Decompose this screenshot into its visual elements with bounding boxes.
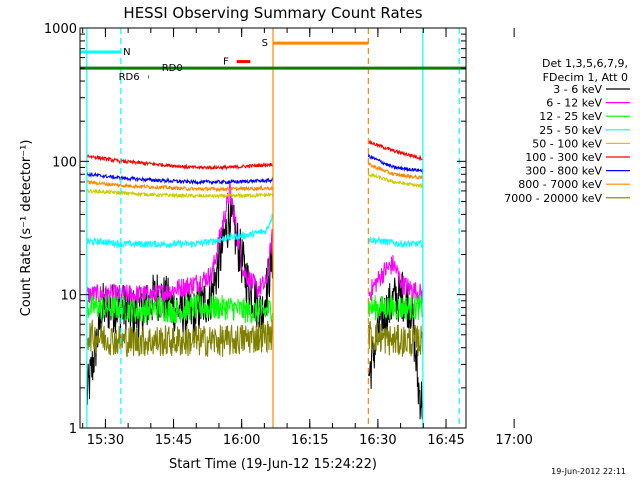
series-line-50-100-kev-2 <box>367 172 424 190</box>
series-6-12-kev <box>86 181 424 305</box>
series-25-50-kev <box>86 213 424 249</box>
x-tick-label: 15:30 <box>87 433 124 448</box>
legend-label-7000-20000-kev: 7000 - 20000 keV <box>504 192 602 205</box>
series-line-100-300-kev-1 <box>86 154 274 172</box>
overlay-layer: N S F RD6 RD0 <box>80 28 466 428</box>
legend-label-100-300-kev: 100 - 300 keV <box>525 151 602 164</box>
series-line-6-12-kev-2 <box>367 254 424 303</box>
flag-label-rd6: RD6 <box>119 72 140 83</box>
flag-label-s: S <box>262 38 268 49</box>
series-line-7000-20000-kev-1 <box>86 319 274 358</box>
y-tick-label: 100 <box>52 155 77 170</box>
series-line-6-12-kev-1 <box>86 181 274 305</box>
y-axis: 1 10 100 1000 <box>44 22 466 437</box>
legend-header-line: FDecim 1, Att 0 <box>543 71 628 84</box>
legend-label-25-50-kev: 25 - 50 keV <box>539 124 602 137</box>
y-axis-label: Count Rate (s⁻¹ detector⁻¹) <box>19 140 34 317</box>
x-axis-label: Start Time (19-Jun-12 15:24:22) <box>169 457 377 472</box>
legend-label-50-100-kev: 50 - 100 keV <box>532 137 602 150</box>
x-tick-label: 16:45 <box>427 433 464 448</box>
legend-label-3-6-kev: 3 - 6 keV <box>553 83 602 96</box>
legend-label-300-800-kev: 300 - 800 keV <box>525 165 602 178</box>
series-300-800-kev <box>86 153 424 186</box>
series-layer <box>86 139 424 420</box>
y-tick-label: 1000 <box>44 22 77 37</box>
flag-label-n: N <box>123 47 130 58</box>
series-line-12-25-kev-2 <box>367 295 423 321</box>
series-line-100-300-kev-2 <box>368 139 424 162</box>
series-100-300-kev <box>86 139 424 172</box>
legend: Det 1,3,5,6,7,9,FDecim 1, Att 03 - 6 keV… <box>504 57 630 205</box>
x-tick-label: 17:00 <box>495 433 532 448</box>
series-line-300-800-kev-2 <box>367 153 424 175</box>
date-stamp: 19-Jun-2012 22:11 <box>551 467 626 476</box>
legend-label-800-7000-kev: 800 - 7000 keV <box>518 178 602 191</box>
series-line-50-100-kev-1 <box>86 187 274 200</box>
series-line-12-25-kev-1 <box>86 293 274 324</box>
x-tick-label: 16:15 <box>291 433 328 448</box>
y-tick-label: 10 <box>60 289 77 304</box>
series-line-300-800-kev-1 <box>86 171 274 186</box>
series-line-800-7000-kev-1 <box>86 179 274 193</box>
plot-frame <box>79 27 467 429</box>
x-axis: 15:30 15:45 16:00 16:15 16:30 16:45 17:00 <box>82 28 533 448</box>
chart-title: HESSI Observing Summary Count Rates <box>123 4 422 22</box>
series-line-25-50-kev-1 <box>86 213 274 249</box>
series-800-7000-kev <box>86 162 424 193</box>
series-12-25-kev <box>86 293 423 324</box>
legend-label-6-12-kev: 6 - 12 keV <box>546 97 602 110</box>
x-tick-label: 16:00 <box>223 433 260 448</box>
series-line-800-7000-kev-2 <box>368 162 424 180</box>
y-tick-label: 1 <box>69 422 77 437</box>
flag-label-f: F <box>223 57 229 68</box>
series-line-25-50-kev-2 <box>367 236 424 249</box>
series-7000-20000-kev <box>86 319 424 358</box>
series-50-100-kev <box>86 172 424 200</box>
legend-label-12-25-kev: 12 - 25 keV <box>539 110 602 123</box>
x-tick-label: 16:30 <box>359 433 396 448</box>
series-line-7000-20000-kev-2 <box>367 320 424 357</box>
flag-label-rd0: RD0 <box>162 63 183 74</box>
x-tick-label: 15:45 <box>155 433 192 448</box>
legend-header-line: Det 1,3,5,6,7,9, <box>542 57 628 70</box>
